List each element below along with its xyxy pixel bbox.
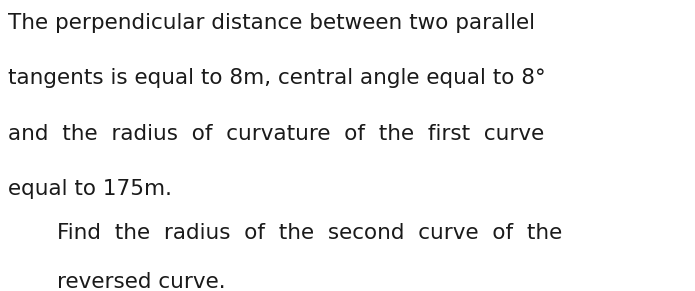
- Text: equal to 175m.: equal to 175m.: [8, 179, 172, 199]
- Text: and  the  radius  of  curvature  of  the  first  curve: and the radius of curvature of the first…: [8, 124, 545, 144]
- Text: Find  the  radius  of  the  second  curve  of  the: Find the radius of the second curve of t…: [57, 223, 562, 243]
- Text: The perpendicular distance between two parallel: The perpendicular distance between two p…: [8, 13, 535, 33]
- Text: reversed curve.: reversed curve.: [57, 272, 226, 291]
- Text: tangents is equal to 8m, central angle equal to 8°: tangents is equal to 8m, central angle e…: [8, 68, 546, 88]
